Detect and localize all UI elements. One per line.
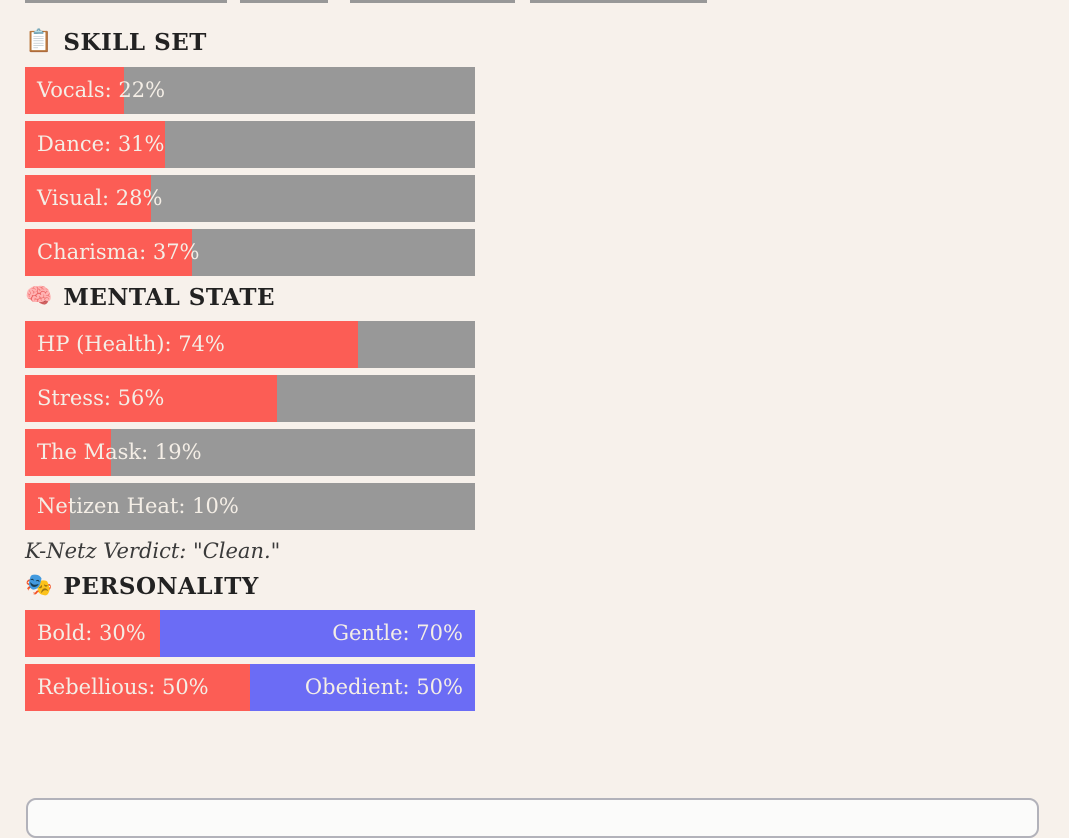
stats-panel: 📋 SKILL SET Vocals: 22% Dance: 31% Visua…: [25, 0, 475, 718]
stat-bar-label: Dance: 31%: [37, 132, 165, 156]
stat-bar-label: Charisma: 37%: [37, 240, 200, 264]
section-header-mental-state: 🧠 MENTAL STATE: [25, 283, 475, 311]
stat-bar-stress: Stress: 56%: [25, 375, 475, 422]
stat-bar-label: Vocals: 22%: [37, 78, 166, 102]
stat-bar-fill: [25, 67, 124, 114]
trait-right-segment: Gentle: 70%: [160, 610, 475, 657]
stat-bar-the-mask: The Mask: 19%: [25, 429, 475, 476]
stat-bar-hp: HP (Health): 74%: [25, 321, 475, 368]
clipped-panel: [26, 798, 1039, 838]
section-header-personality: 🎭 PERSONALITY: [25, 572, 475, 600]
trait-right-segment: Obedient: 50%: [250, 664, 475, 711]
stat-bar-fill: [25, 229, 192, 276]
clipped-bar-fragment: [240, 0, 328, 3]
knetz-verdict-text: K-Netz Verdict: "Clean.": [25, 539, 281, 563]
stat-bar-fill: [25, 175, 151, 222]
stat-bar-visual: Visual: 28%: [25, 175, 475, 222]
performing-arts-masks-icon: 🎭: [25, 573, 53, 598]
trait-right-label: Obedient: 50%: [304, 675, 463, 699]
stat-bar-label: Netizen Heat: 10%: [37, 494, 239, 518]
stat-bar-fill: [25, 429, 111, 476]
stat-bar-fill: [25, 321, 358, 368]
clipped-bar-fragment: [25, 0, 227, 3]
stat-bar-fill: [25, 483, 70, 530]
stat-bar-fill: [25, 375, 277, 422]
stat-bar-vocals: Vocals: 22%: [25, 67, 475, 114]
section-title-mental-state: MENTAL STATE: [63, 283, 276, 311]
stat-bar-label: The Mask: 19%: [37, 440, 202, 464]
trait-bar-rebellious-obedient: Rebellious: 50% Obedient: 50%: [25, 664, 475, 711]
clipped-bar-fragment: [530, 0, 707, 3]
trait-right-label: Gentle: 70%: [332, 621, 463, 645]
personality-bars: Bold: 30% Gentle: 70% Rebellious: 50% Ob…: [25, 610, 475, 711]
clipboard-icon: 📋: [25, 29, 53, 54]
stat-bar-charisma: Charisma: 37%: [25, 229, 475, 276]
section-header-skill-set: 📋 SKILL SET: [25, 28, 475, 56]
skill-bars: Vocals: 22% Dance: 31% Visual: 28% Chari…: [25, 67, 475, 276]
stat-bar-label: Visual: 28%: [37, 186, 163, 210]
stat-bar-label: HP (Health): 74%: [37, 332, 225, 356]
section-title-skill-set: SKILL SET: [63, 28, 207, 56]
mental-state-bars: HP (Health): 74% Stress: 56% The Mask: 1…: [25, 321, 475, 530]
trait-left-label: Rebellious: 50%: [37, 675, 209, 699]
trait-left-label: Bold: 30%: [37, 621, 146, 645]
stat-bar-dance: Dance: 31%: [25, 121, 475, 168]
trait-left-segment: Rebellious: 50%: [25, 664, 250, 711]
trait-left-segment: Bold: 30%: [25, 610, 160, 657]
clipped-bar-fragment: [350, 0, 515, 3]
stat-bar-fill: [25, 121, 165, 168]
trait-bar-bold-gentle: Bold: 30% Gentle: 70%: [25, 610, 475, 657]
stat-bar-label: Stress: 56%: [37, 386, 165, 410]
stat-bar-netizen-heat: Netizen Heat: 10%: [25, 483, 475, 530]
brain-icon: 🧠: [25, 284, 53, 309]
section-title-personality: PERSONALITY: [63, 572, 259, 600]
